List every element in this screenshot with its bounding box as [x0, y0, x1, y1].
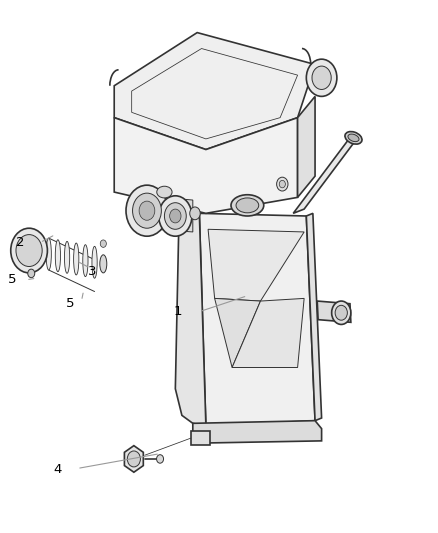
- Polygon shape: [232, 298, 304, 368]
- Polygon shape: [191, 431, 210, 445]
- Text: 4: 4: [53, 463, 62, 476]
- Ellipse shape: [345, 132, 362, 144]
- Ellipse shape: [64, 241, 70, 273]
- Circle shape: [16, 235, 42, 266]
- Polygon shape: [297, 96, 315, 197]
- Polygon shape: [199, 213, 315, 426]
- Polygon shape: [175, 213, 206, 426]
- Circle shape: [164, 203, 186, 229]
- Text: 5: 5: [67, 297, 75, 310]
- Ellipse shape: [348, 134, 359, 142]
- Circle shape: [306, 59, 337, 96]
- Ellipse shape: [92, 246, 97, 278]
- Circle shape: [156, 455, 163, 463]
- Circle shape: [335, 305, 347, 320]
- Polygon shape: [114, 33, 315, 150]
- Polygon shape: [193, 421, 321, 443]
- Ellipse shape: [236, 198, 259, 213]
- Text: 2: 2: [16, 236, 25, 249]
- Polygon shape: [208, 229, 304, 301]
- Polygon shape: [215, 298, 261, 368]
- Polygon shape: [124, 446, 143, 472]
- Text: 1: 1: [173, 305, 182, 318]
- Text: 3: 3: [88, 265, 97, 278]
- Polygon shape: [308, 70, 321, 86]
- Polygon shape: [134, 195, 193, 232]
- Polygon shape: [132, 49, 297, 139]
- Polygon shape: [114, 118, 297, 213]
- Ellipse shape: [231, 195, 264, 216]
- Text: 5: 5: [8, 273, 17, 286]
- Circle shape: [277, 177, 288, 191]
- Circle shape: [133, 193, 161, 228]
- Circle shape: [126, 185, 168, 236]
- Circle shape: [11, 228, 47, 273]
- Circle shape: [159, 196, 192, 236]
- Circle shape: [100, 240, 106, 247]
- Ellipse shape: [55, 240, 60, 272]
- Polygon shape: [293, 136, 359, 213]
- Circle shape: [190, 207, 200, 220]
- Circle shape: [279, 180, 286, 188]
- Ellipse shape: [100, 255, 107, 273]
- Circle shape: [170, 209, 181, 223]
- Ellipse shape: [46, 238, 51, 270]
- Polygon shape: [306, 213, 321, 421]
- Circle shape: [332, 301, 351, 325]
- Circle shape: [127, 451, 141, 467]
- Ellipse shape: [83, 245, 88, 277]
- Circle shape: [312, 66, 331, 90]
- Circle shape: [28, 269, 35, 278]
- Polygon shape: [317, 301, 351, 322]
- Circle shape: [139, 201, 155, 220]
- Ellipse shape: [74, 243, 79, 275]
- Ellipse shape: [157, 186, 172, 198]
